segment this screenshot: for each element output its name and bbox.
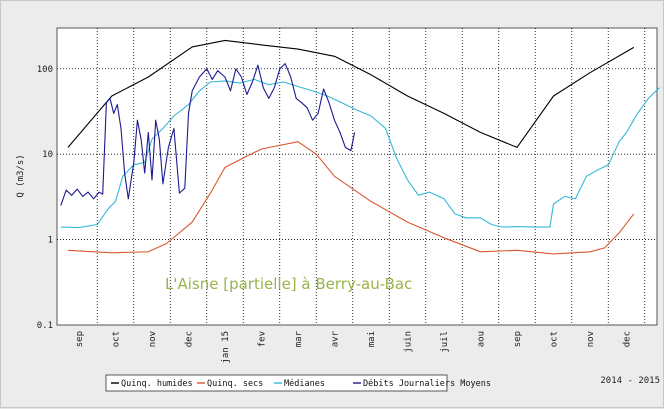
legend-label: Débits Journaliers Moyens	[363, 378, 491, 389]
x-tick-label: dec	[623, 331, 633, 347]
series-line	[67, 39, 635, 148]
x-tick-labels: sep oct nov dec jan 15 fev mar avr mai juin juil ao…	[75, 330, 633, 363]
x-tick-label: jan 15	[221, 331, 231, 364]
plot-area	[56, 27, 658, 326]
x-tick-label: aou	[477, 331, 487, 347]
chart-title-overlay: L'Aisne [partielle] à Berry-au-Bac	[165, 275, 412, 293]
x-tick-label: sep	[513, 331, 523, 347]
series-line	[60, 78, 660, 229]
y-gridlines	[57, 68, 657, 240]
y-tick-label: 10	[42, 150, 53, 160]
x-tick-label: oct	[550, 331, 560, 347]
x-tick-label: oct	[112, 331, 122, 347]
x-tick-label: nov	[148, 331, 158, 347]
season-label: 2014 - 2015	[600, 376, 660, 386]
y-tick-label: 0.1	[37, 321, 53, 331]
x-tick-label: mai	[367, 331, 377, 347]
x-tick-label: fev	[258, 331, 268, 347]
x-tick-label: sep	[75, 331, 85, 347]
y-tick-label: 1	[48, 236, 53, 246]
x-tick-label: dec	[185, 331, 195, 347]
legend-label: Médianes	[284, 378, 325, 389]
series-lines	[60, 39, 660, 255]
x-tick-label: mar	[294, 330, 304, 347]
y-tick-labels: 0.1 1 10 100	[37, 65, 53, 331]
x-tick-label: avr	[331, 330, 341, 347]
x-tick-label: nov	[586, 331, 596, 347]
series-line	[60, 63, 356, 206]
x-tick-label: juil	[440, 331, 450, 353]
x-tick-label: juin	[404, 331, 414, 353]
y-axis-label: Q (m3/s)	[16, 154, 26, 197]
series-line	[67, 141, 635, 255]
legend-label: Quinq. secs	[207, 379, 263, 389]
y-tick-label: 100	[37, 65, 53, 75]
legend-label: Quinq. humides	[121, 379, 193, 389]
legend: Quinq. humides Quinq. secs Médianes Débits …	[105, 374, 491, 392]
